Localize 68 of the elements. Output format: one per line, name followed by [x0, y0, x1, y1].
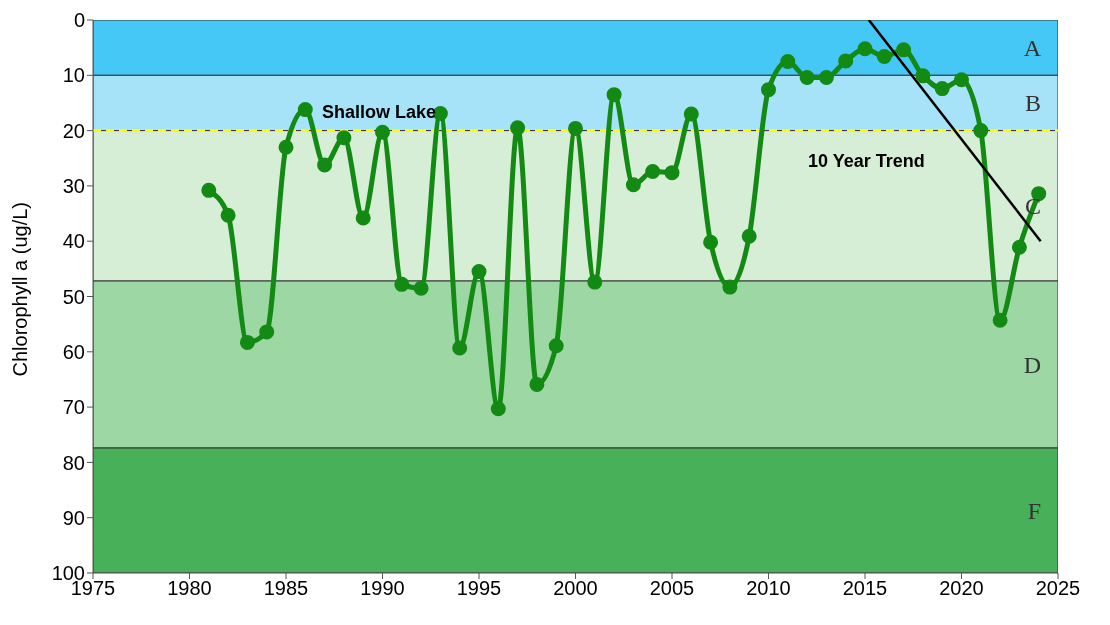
point [587, 274, 603, 290]
x-tick-label: 2025 [1035, 577, 1081, 600]
point [703, 234, 719, 250]
point [259, 324, 275, 340]
point [683, 106, 699, 122]
y-tick-label: 30 [62, 175, 85, 197]
y-tick-label: 40 [62, 230, 85, 253]
point [317, 157, 333, 173]
point [915, 68, 931, 84]
x-tick-label: 1990 [360, 577, 405, 600]
band-label: B [1024, 90, 1041, 117]
y-tick-label: 90 [62, 506, 85, 529]
y-tick-label: 60 [62, 340, 85, 363]
x-tick-label: 2000 [553, 577, 598, 600]
point [799, 70, 815, 86]
y-tick-label: 0 [73, 9, 85, 32]
point [297, 102, 313, 118]
point [278, 139, 294, 155]
point [239, 334, 255, 350]
point [568, 120, 583, 136]
point [838, 53, 854, 69]
point [336, 130, 352, 146]
point [876, 49, 892, 64]
point [722, 279, 738, 295]
point [529, 376, 545, 392]
x-tick-label: 2010 [746, 577, 791, 600]
point [394, 276, 410, 292]
point [471, 264, 487, 280]
y-axis-title: Chlorophyll a (ug/L) [9, 201, 32, 377]
y-tick-label: 10 [62, 64, 85, 87]
x-tick-label: 1980 [167, 577, 212, 600]
x-tick-label: 2005 [649, 577, 695, 600]
point [606, 87, 622, 103]
point [548, 338, 564, 354]
point [1011, 239, 1027, 255]
point [934, 81, 950, 97]
x-tick-label: 2020 [939, 577, 984, 600]
point [220, 207, 236, 223]
y-tick-label: 70 [62, 396, 85, 419]
point [973, 123, 989, 139]
x-tick-label: 2015 [842, 577, 888, 600]
y-tick-label: 50 [62, 285, 85, 308]
band-label: D [1023, 352, 1041, 379]
point [510, 120, 526, 136]
band-label: F [1027, 498, 1041, 525]
point [664, 165, 680, 181]
y-tick-label: 20 [62, 119, 85, 142]
point [896, 42, 912, 58]
point [780, 53, 796, 69]
x-tick-label: 1985 [263, 577, 309, 600]
point [375, 124, 390, 140]
point [355, 210, 371, 226]
point [645, 164, 661, 180]
point [625, 177, 641, 193]
band-label: A [1023, 35, 1042, 62]
point [954, 72, 969, 88]
point [818, 70, 834, 86]
point [761, 82, 776, 98]
point [741, 228, 757, 244]
point [452, 340, 468, 356]
x-tick-label: 1995 [456, 577, 502, 600]
point [201, 182, 217, 198]
y-tick-label: 80 [62, 451, 85, 474]
point [992, 312, 1008, 328]
point [490, 401, 506, 417]
point [857, 41, 873, 57]
annotation: 10 Year Trend [808, 151, 925, 172]
point [413, 280, 429, 296]
